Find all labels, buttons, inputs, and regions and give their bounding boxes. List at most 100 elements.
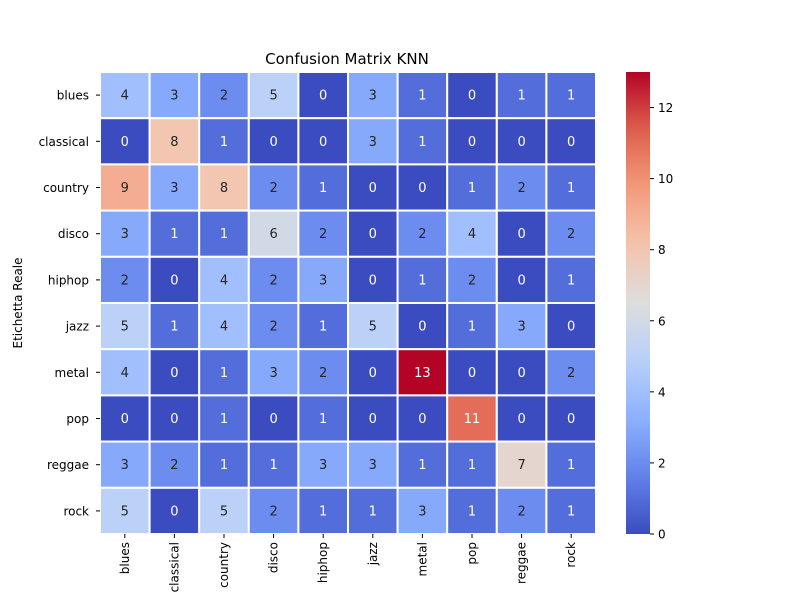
y-tick-label: country — [43, 181, 89, 195]
heatmap-cell — [545, 71, 598, 120]
colorbar: 0 2 4 6 8 10 12 — [626, 72, 673, 542]
cell-value-label: 2 — [567, 227, 575, 242]
x-tick-label: metal — [415, 542, 429, 576]
cell-value-label: 1 — [567, 504, 575, 519]
heatmap-cell — [198, 163, 250, 212]
cell-value-label: 3 — [517, 320, 525, 335]
cell-value-label: 2 — [517, 181, 525, 196]
heatmap-cell — [396, 117, 449, 166]
heatmap-cell — [396, 209, 449, 258]
heatmap-cell — [545, 348, 598, 397]
colorbar-tick-label: 0 — [658, 528, 666, 542]
heatmap-cell — [545, 255, 598, 304]
cell-value-label: 3 — [369, 458, 377, 473]
cell-value-label: 3 — [418, 504, 426, 519]
colorbar-gradient — [626, 72, 650, 534]
cell-value-label: 0 — [369, 366, 377, 381]
cell-value-label: 0 — [418, 181, 426, 196]
cell-value-label: 4 — [468, 227, 476, 242]
heatmap-cell — [99, 302, 151, 351]
cell-value-label: 0 — [319, 135, 327, 150]
heatmap-cell — [347, 209, 399, 258]
heatmap-cell — [495, 440, 548, 489]
cell-value-label: 1 — [220, 412, 228, 427]
cell-value-label: 1 — [369, 504, 377, 519]
heatmap-cell — [347, 255, 399, 304]
heatmap-cell — [446, 255, 498, 304]
cell-value-label: 4 — [121, 89, 129, 104]
cell-value-label: 0 — [468, 89, 476, 104]
cell-value-label: 5 — [269, 89, 277, 104]
heatmap-cell — [396, 486, 449, 535]
cell-value-label: 2 — [269, 273, 277, 288]
heatmap-cell — [99, 486, 151, 535]
cell-value-label: 1 — [567, 273, 575, 288]
heatmap-cell — [396, 440, 449, 489]
heatmap-cell — [247, 348, 300, 397]
cell-value-label: 0 — [517, 412, 525, 427]
heatmap-cell — [297, 394, 349, 443]
heatmap-cell — [148, 394, 201, 443]
x-tick-label: classical — [167, 542, 181, 592]
heatmap-cell — [446, 71, 498, 120]
heatmap-cell — [545, 163, 598, 212]
colorbar-tick-label: 12 — [658, 101, 673, 115]
cell-value-label: 2 — [319, 227, 327, 242]
cell-value-label: 1 — [517, 89, 525, 104]
y-tick-label: classical — [39, 135, 89, 149]
heatmap-cell — [247, 302, 300, 351]
heatmap-cell — [446, 394, 498, 443]
heatmap-cell — [446, 348, 498, 397]
cell-value-label: 0 — [567, 412, 575, 427]
heatmap-cell — [396, 394, 449, 443]
cell-value-label: 1 — [468, 458, 476, 473]
heatmap-cell — [495, 117, 548, 166]
cell-value-label: 1 — [269, 458, 277, 473]
cell-value-label: 0 — [269, 135, 277, 150]
cell-value-label: 9 — [121, 181, 129, 196]
y-tick-label: reggae — [47, 458, 89, 472]
cell-value-label: 1 — [220, 135, 228, 150]
cell-value-label: 2 — [170, 458, 178, 473]
heatmap-cell — [495, 302, 548, 351]
heatmap-cells: 4 3 2 5 0 3 1 0 1 10 8 1 0 0 3 1 0 0 09 3 8 2 1 0 0 1 2 13 1 1 6 2 0 2 4 0 2… — [99, 71, 598, 535]
cell-value-label: 0 — [567, 320, 575, 335]
cell-value-label: 1 — [220, 366, 228, 381]
cell-value-label: 5 — [121, 320, 129, 335]
x-tick-label: rock — [564, 542, 578, 568]
heatmap-cell — [247, 117, 300, 166]
cell-value-label: 3 — [369, 89, 377, 104]
cell-value-label: 1 — [170, 227, 178, 242]
y-tick-label: disco — [58, 227, 89, 241]
cell-value-label: 0 — [170, 412, 178, 427]
heatmap-cell — [495, 348, 548, 397]
cell-value-label: 0 — [369, 227, 377, 242]
colorbar-tick-label: 2 — [658, 456, 666, 470]
chart-title: Confusion Matrix KNN — [265, 50, 429, 68]
cell-value-label: 1 — [468, 504, 476, 519]
x-tick-label: blues — [118, 542, 132, 574]
y-tick-label: pop — [66, 412, 89, 426]
cell-value-label: 0 — [517, 366, 525, 381]
heatmap-cell — [545, 394, 598, 443]
cell-value-label: 0 — [170, 504, 178, 519]
cell-value-label: 0 — [567, 135, 575, 150]
cell-value-label: 2 — [269, 504, 277, 519]
cell-value-label: 1 — [220, 227, 228, 242]
heatmap-cell — [545, 486, 598, 535]
heatmap-cell — [247, 394, 300, 443]
cell-value-label: 2 — [319, 366, 327, 381]
cell-value-label: 0 — [418, 412, 426, 427]
cell-value-label: 3 — [319, 273, 327, 288]
cell-value-label: 5 — [369, 320, 377, 335]
cell-value-label: 1 — [418, 458, 426, 473]
cell-value-label: 0 — [170, 273, 178, 288]
heatmap-cell — [545, 440, 598, 489]
cell-value-label: 3 — [269, 366, 277, 381]
y-axis-label: Etichetta Reale — [11, 257, 25, 348]
heatmap-cell — [495, 163, 548, 212]
cell-value-label: 2 — [121, 273, 129, 288]
heatmap-cell — [347, 302, 399, 351]
heatmap-cell — [495, 486, 548, 535]
